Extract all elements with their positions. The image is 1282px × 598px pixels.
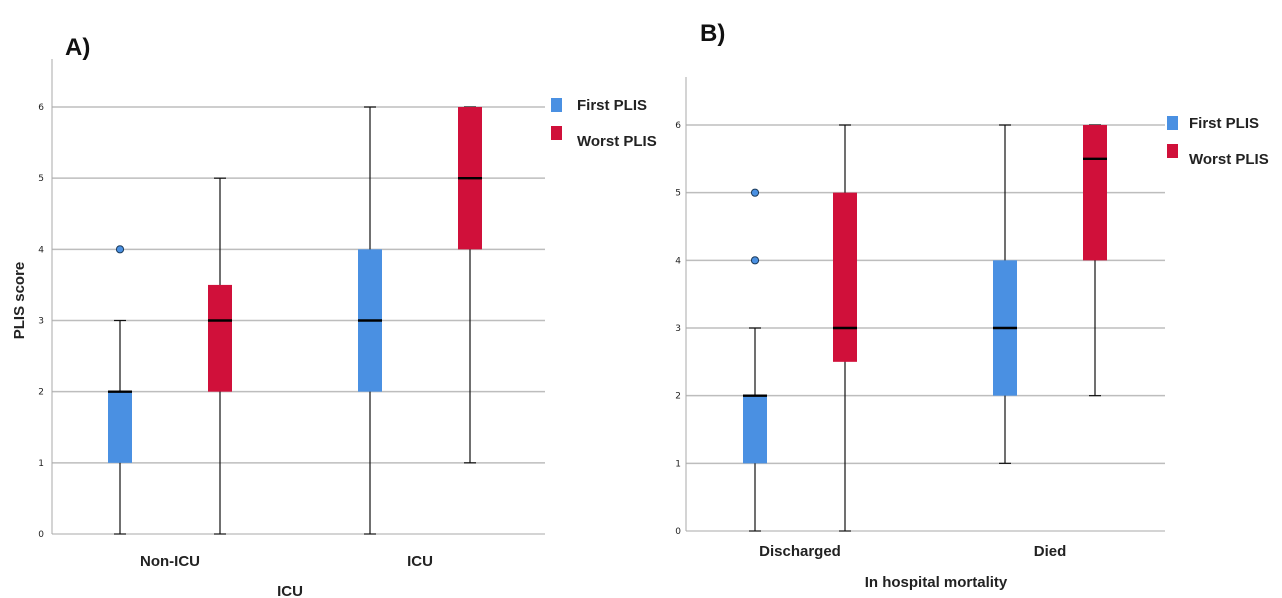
y-tick-label: 2 [675, 392, 681, 402]
box-first-plis-icu [358, 106, 382, 535]
y-tick-label: 2 [38, 388, 44, 398]
y-tick-label: 5 [38, 174, 44, 184]
legend-swatch [551, 126, 562, 140]
legend-swatch [1167, 144, 1178, 158]
outlier-point [750, 256, 760, 265]
box-iqr [208, 284, 232, 392]
box-iqr [743, 395, 767, 464]
y-tick-label: 0 [38, 530, 44, 540]
y-tick-label: 1 [38, 459, 44, 469]
x-category-label: Died [1034, 543, 1067, 560]
legend-label: Worst PLIS [577, 133, 657, 150]
box-iqr [1083, 125, 1107, 261]
legend-label: First PLIS [577, 97, 647, 114]
y-axis-title: PLIS score [11, 262, 28, 340]
panel-label-b: B) [700, 20, 725, 47]
box-first-plis-died [993, 124, 1017, 464]
legend-swatch [1167, 116, 1178, 130]
y-tick-label: 6 [675, 121, 681, 131]
y-tick-label: 4 [38, 245, 44, 255]
legend-label: Worst PLIS [1189, 151, 1269, 168]
chart-panel-b: B) 0 1 2 3 4 5 6 Discharged Died In hospital morta… [675, 20, 1268, 591]
outlier-point [750, 188, 760, 197]
box-first-plis-discharged [743, 188, 767, 532]
legend-swatch [551, 98, 562, 112]
legend-a: First PLIS Worst PLIS [551, 97, 657, 150]
x-axis-title: In hospital mortality [865, 574, 1008, 591]
y-tick-label: 0 [675, 527, 681, 537]
x-axis-title: ICU [277, 583, 303, 598]
legend-b: First PLIS Worst PLIS [1167, 115, 1269, 168]
box-iqr [108, 391, 132, 463]
box-worst-plis-icu [458, 106, 482, 464]
panel-label-a: A) [65, 34, 90, 61]
y-tick-label: 3 [675, 324, 681, 334]
x-category-label: ICU [407, 553, 433, 570]
y-tick-label: 4 [675, 256, 681, 266]
y-tick-label: 5 [675, 189, 681, 199]
x-category-label: Non-ICU [140, 553, 200, 570]
box-first-plis-non-icu [108, 245, 132, 535]
outlier-point [115, 245, 125, 254]
legend-label: First PLIS [1189, 115, 1259, 132]
y-tick-label: 3 [38, 317, 44, 327]
box-worst-plis-died [1083, 124, 1107, 397]
y-tick-label: 1 [675, 459, 681, 469]
x-category-label: Discharged [759, 543, 841, 560]
box-worst-plis-discharged [833, 124, 857, 532]
y-tick-label: 6 [38, 103, 44, 113]
chart-panel-a: A) 0 1 2 3 4 5 6 Non-ICU ICU PLIS score ICU First PL… [11, 34, 657, 598]
box-worst-plis-non-icu [208, 177, 232, 535]
box-iqr [833, 192, 857, 362]
